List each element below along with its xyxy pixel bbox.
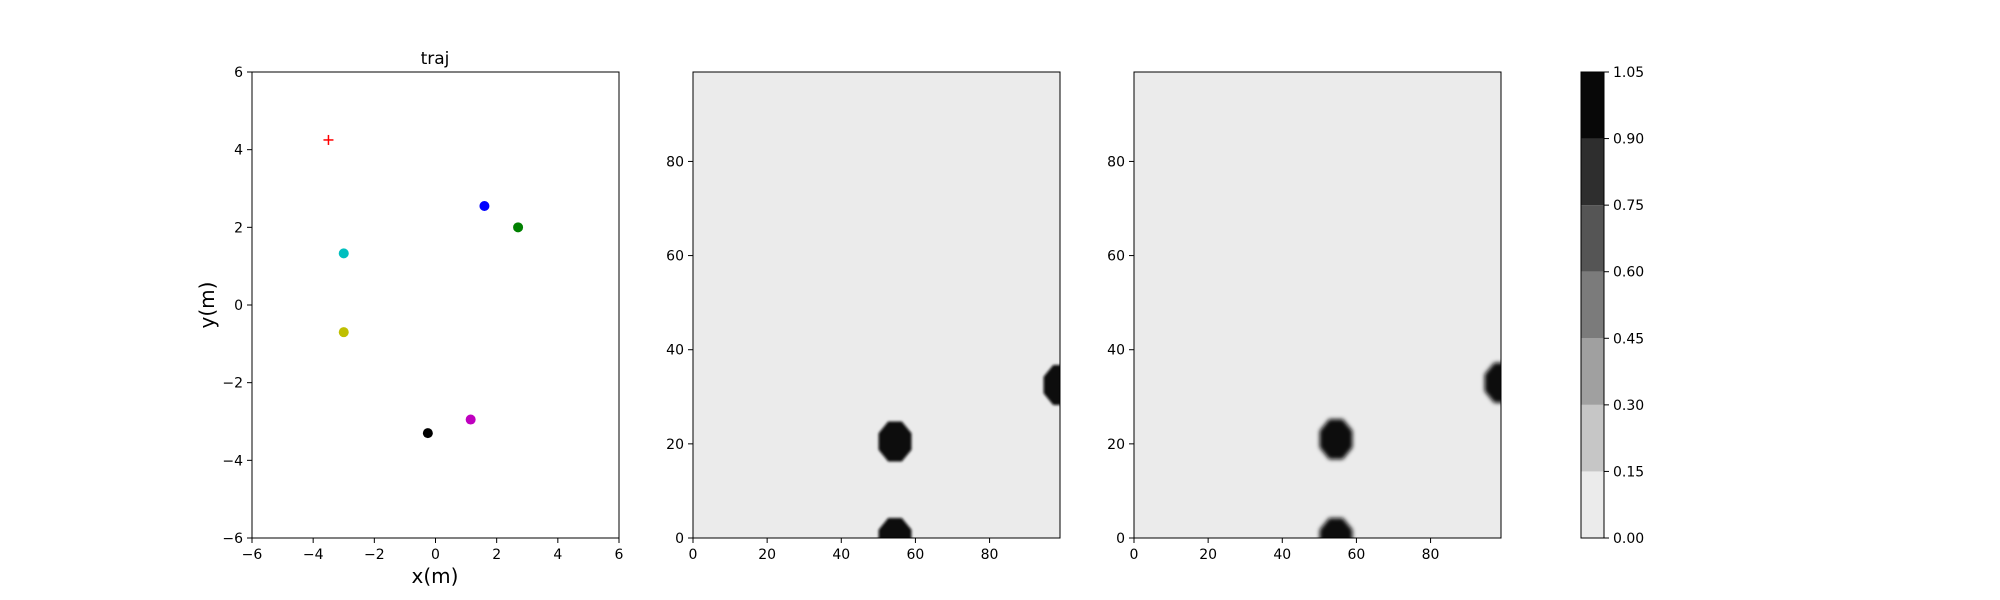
- heatmap-blob: [878, 518, 912, 538]
- heatmap-2-x-ticks: 0 20 40 60 80: [1130, 538, 1440, 563]
- y-tick-label: 40: [1107, 343, 1125, 359]
- colorbar-band: [1581, 72, 1604, 139]
- x-tick-label: 6: [615, 547, 624, 563]
- y-tick-label: 40: [666, 343, 684, 359]
- colorbar-band: [1581, 205, 1604, 272]
- colorbar-tick-label: 1.05: [1613, 65, 1644, 81]
- y-tick-label: −2: [222, 376, 243, 392]
- x-tick-label: 4: [553, 547, 562, 563]
- y-tick-label: 2: [234, 220, 243, 236]
- y-tick-label: 20: [1107, 437, 1125, 453]
- colorbar-band: [1581, 338, 1604, 405]
- x-tick-label: 20: [758, 547, 776, 563]
- x-tick-label: 0: [431, 547, 440, 563]
- y-tick-label: 80: [666, 154, 684, 170]
- heatmap-2-background: [1134, 72, 1501, 538]
- y-tick-label: 80: [1107, 154, 1125, 170]
- heatmap-blob: [1319, 518, 1353, 538]
- colorbar-tick-label: 0.30: [1613, 398, 1644, 414]
- colorbar-bands: [1581, 72, 1604, 538]
- x-tick-label: −2: [364, 547, 385, 563]
- scatter-point: [422, 428, 433, 439]
- goal-marker: [323, 134, 334, 145]
- heatmap-1-frame: [692, 71, 1061, 539]
- x-tick-label: 40: [832, 547, 850, 563]
- colorbar-tick-label: 0.00: [1613, 531, 1644, 547]
- heatmap-panel-2: 0 20 40 60 80 0 20 40 60 80: [1107, 71, 1502, 563]
- heatmap-1-background: [693, 72, 1060, 538]
- y-tick-label: −6: [222, 531, 243, 547]
- x-tick-label: 0: [1130, 547, 1139, 563]
- x-tick-label: 60: [1348, 547, 1366, 563]
- x-tick-label: 80: [981, 547, 999, 563]
- traj-panel: traj −6 −4 −2 0 2 4 6 −6 −4 −2 0 2 4 6 x(m) y(m): [195, 49, 624, 588]
- heatmap-2-y-ticks: 0 20 40 60 80: [1107, 154, 1134, 547]
- scatter-point: [338, 327, 349, 338]
- heatmap-2-blobs: [1319, 362, 1501, 538]
- x-tick-label: 20: [1199, 547, 1217, 563]
- colorbar: 0.00 0.15 0.30 0.45 0.60 0.75 0.90 1.05: [1580, 65, 1644, 547]
- y-tick-label: 60: [666, 249, 684, 265]
- y-tick-label: 60: [1107, 249, 1125, 265]
- colorbar-frame: [1580, 71, 1605, 539]
- traj-y-axis-label: y(m): [195, 282, 219, 329]
- heatmap-2-frame: [1133, 71, 1502, 539]
- x-tick-label: 40: [1273, 547, 1291, 563]
- x-tick-label: 0: [689, 547, 698, 563]
- scatter-point: [338, 248, 349, 259]
- traj-y-ticks: −6 −4 −2 0 2 4 6: [222, 65, 252, 547]
- x-tick-label: 80: [1422, 547, 1440, 563]
- scatter-point: [479, 200, 490, 211]
- traj-points: [323, 134, 524, 439]
- colorbar-band: [1581, 471, 1604, 538]
- x-tick-label: −4: [303, 547, 324, 563]
- colorbar-tick-label: 0.75: [1613, 198, 1644, 214]
- colorbar-band: [1581, 271, 1604, 339]
- heatmap-1-blobs: [878, 365, 1060, 538]
- heatmap-1-y-ticks: 0 20 40 60 80: [666, 154, 693, 547]
- colorbar-ticks: 0.00 0.15 0.30 0.45 0.60 0.75 0.90 1.05: [1604, 65, 1644, 547]
- scatter-point: [465, 414, 476, 425]
- traj-plot-area: [252, 72, 619, 538]
- traj-plot-frame: [251, 71, 620, 539]
- x-tick-label: −6: [242, 547, 263, 563]
- colorbar-tick-label: 0.45: [1613, 331, 1644, 347]
- x-tick-label: 2: [492, 547, 501, 563]
- traj-x-axis-label: x(m): [412, 564, 459, 588]
- heatmap-blob: [878, 421, 912, 462]
- heatmap-blob: [1043, 365, 1060, 405]
- colorbar-tick-label: 0.60: [1613, 265, 1644, 281]
- y-tick-label: 4: [234, 143, 243, 159]
- colorbar-tick-label: 0.90: [1613, 132, 1644, 148]
- traj-x-ticks: −6 −4 −2 0 2 4 6: [242, 538, 624, 563]
- y-tick-label: 20: [666, 437, 684, 453]
- heatmap-1-x-ticks: 0 20 40 60 80: [689, 538, 999, 563]
- scatter-point: [513, 222, 524, 233]
- colorbar-band: [1581, 404, 1604, 472]
- colorbar-band: [1581, 138, 1604, 206]
- heatmap-blob: [1319, 419, 1353, 460]
- heatmap-blob: [1484, 362, 1501, 403]
- heatmap-panel-1: 0 20 40 60 80 0 20 40 60 80: [666, 71, 1061, 563]
- y-tick-label: −4: [222, 453, 243, 469]
- y-tick-label: 0: [234, 298, 243, 314]
- y-tick-label: 0: [1116, 531, 1125, 547]
- colorbar-tick-label: 0.15: [1613, 464, 1644, 480]
- y-tick-label: 0: [675, 531, 684, 547]
- y-tick-label: 6: [234, 65, 243, 81]
- x-tick-label: 60: [907, 547, 925, 563]
- traj-title: traj: [421, 49, 450, 69]
